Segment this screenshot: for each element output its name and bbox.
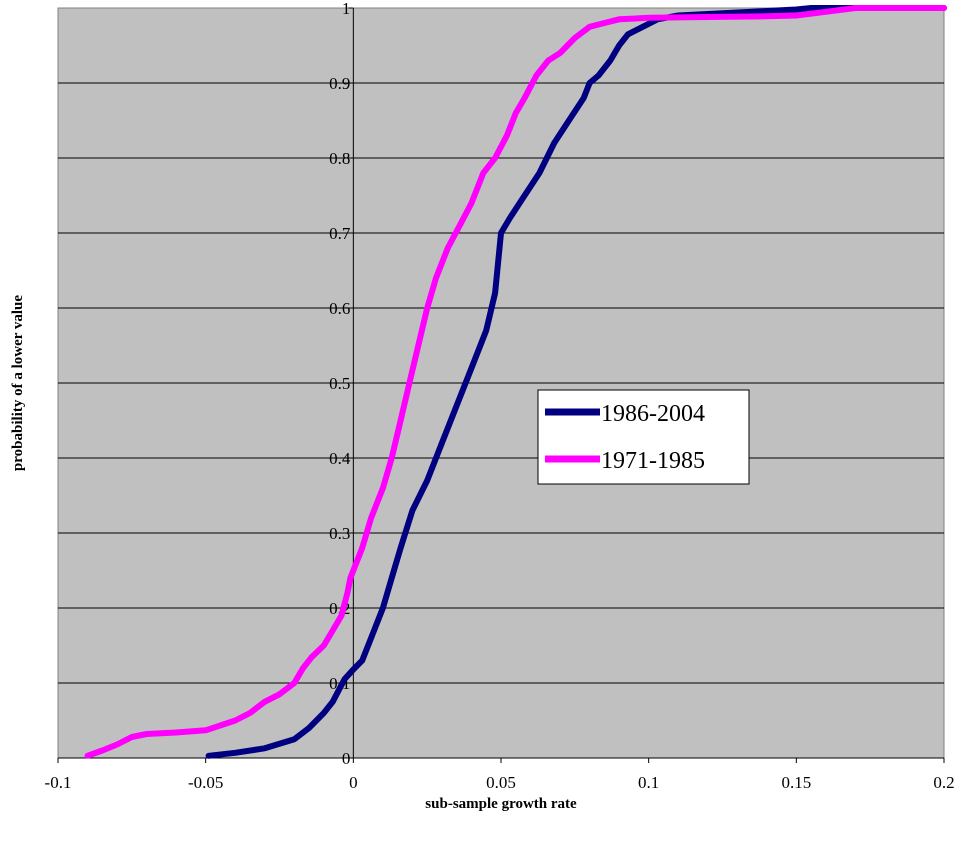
x-tick-label: 0 [349,773,358,792]
series-line-1986-2004 [205,5,947,759]
x-axis-label: sub-sample growth rate [425,796,577,812]
series-line-1971-1985 [84,5,947,759]
y-tick-label: 0.3 [329,524,350,543]
x-tick-label: 0.1 [638,773,659,792]
legend-label-1971-1985: 1971-1985 [601,448,705,474]
x-tick-label: -0.1 [45,773,72,792]
legend: 1986-2004 1971-1985 [537,389,750,485]
y-tick-label: 0.6 [329,299,350,318]
y-tick-label: 0.4 [329,449,351,468]
y-tick-label: 0.8 [329,149,350,168]
y-tick-label: 1 [342,0,351,18]
legend-box [537,389,750,485]
legend-label-1986-2004: 1986-2004 [601,401,705,427]
y-tick-label: 0 [342,749,351,768]
y-axis-label: probability of a lower value [10,295,26,471]
gridlines [58,82,944,684]
y-tick-label: 0.9 [329,74,350,93]
x-tick-label: -0.05 [188,773,223,792]
x-tick-label: 0.15 [781,773,811,792]
y-tick-label: 0.5 [329,374,350,393]
series-lines [84,5,947,759]
x-tick-label: 0.05 [486,773,516,792]
x-tick-label: 0.2 [933,773,954,792]
y-tick-label: 0.7 [329,224,351,243]
y-axis-ticks: 00.10.20.30.40.50.60.70.80.91 [329,0,354,768]
